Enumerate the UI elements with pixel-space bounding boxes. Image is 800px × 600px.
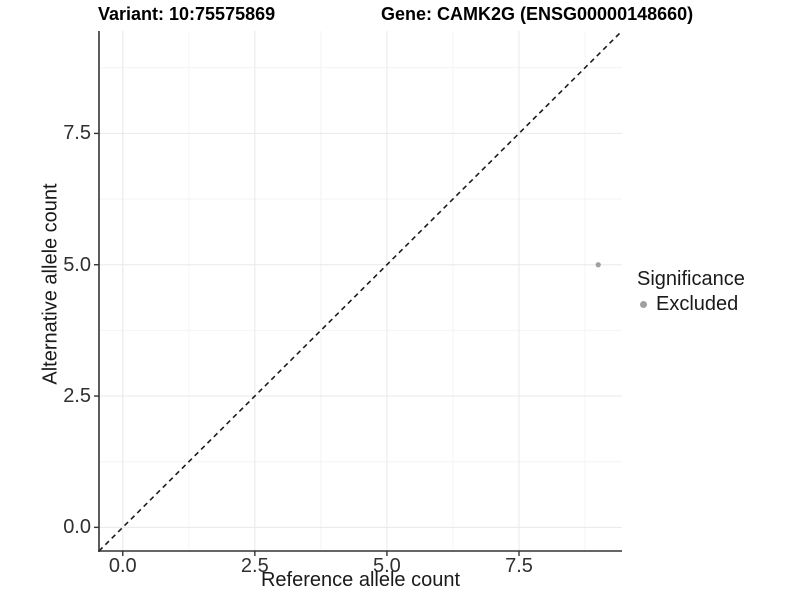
y-tick-label: 0.0 xyxy=(63,516,91,539)
x-tick-label: 2.5 xyxy=(240,555,269,577)
legend-point-icon xyxy=(640,300,647,308)
x-tick-label: 5.0 xyxy=(373,555,401,577)
x-axis-title: Reference allele count xyxy=(260,569,460,591)
data-points xyxy=(595,262,601,268)
y-tick-label: 2.5 xyxy=(63,385,91,408)
legend-entry: Excluded xyxy=(637,293,745,315)
legend-entry-label: Excluded xyxy=(656,292,739,315)
data-point xyxy=(595,262,601,268)
legend-title: Significance xyxy=(637,268,745,290)
identity-line xyxy=(98,30,623,552)
y-tick-label: 5.0 xyxy=(63,253,91,276)
y-tick-label: 7.5 xyxy=(63,122,91,145)
page-title-gene: Gene: CAMK2G (ENSG00000148660) xyxy=(381,4,694,24)
minor-gridlines xyxy=(99,31,622,551)
page-title-variant: Variant: 10:75575869 xyxy=(98,4,276,24)
axis-tick-marks xyxy=(94,132,520,556)
major-gridlines xyxy=(99,31,622,551)
axis-lines xyxy=(98,31,622,552)
diagonal-reference-line xyxy=(98,30,623,552)
x-tick-label: 7.5 xyxy=(505,555,533,577)
legend-key xyxy=(637,300,650,308)
x-tick-label: 0.0 xyxy=(108,555,137,577)
legend-entries: Excluded xyxy=(637,293,745,315)
legend: Significance Excluded xyxy=(637,268,745,315)
y-axis-title: Alternative allele count xyxy=(39,183,62,385)
